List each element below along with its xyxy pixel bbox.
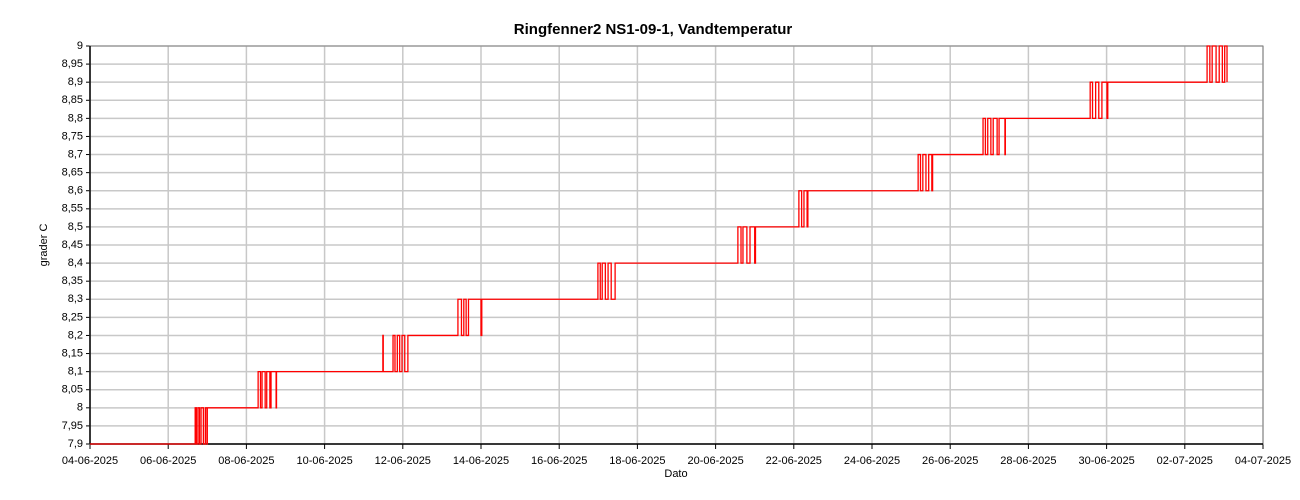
x-tick-label: 04-06-2025 <box>62 455 118 467</box>
y-tick-label: 8,05 <box>62 384 83 396</box>
y-tick-label: 8,15 <box>62 347 83 359</box>
chart-title: Ringfenner2 NS1-09-1, Vandtemperatur <box>514 21 793 38</box>
x-tick-label: 14-06-2025 <box>453 455 509 467</box>
y-tick-label: 8,9 <box>68 76 83 88</box>
y-tick-label: 8,3 <box>68 293 83 305</box>
x-tick-label: 28-06-2025 <box>1000 455 1056 467</box>
x-tick-label: 04-07-2025 <box>1235 455 1291 467</box>
y-tick-label: 8,75 <box>62 130 83 142</box>
x-tick-label: 22-06-2025 <box>766 455 822 467</box>
x-tick-label: 16-06-2025 <box>531 455 587 467</box>
y-tick-label: 8,65 <box>62 167 83 179</box>
y-tick-label: 8,95 <box>62 58 83 70</box>
x-tick-label: 12-06-2025 <box>375 455 431 467</box>
x-tick-label: 06-06-2025 <box>140 455 196 467</box>
y-tick-label: 8,85 <box>62 94 83 106</box>
y-tick-label: 8,7 <box>68 148 83 160</box>
y-tick-label: 8 <box>77 402 83 414</box>
y-tick-label: 8,6 <box>68 185 83 197</box>
y-tick-label: 8,8 <box>68 112 83 124</box>
x-tick-label: 08-06-2025 <box>218 455 274 467</box>
y-tick-label: 8,55 <box>62 203 83 215</box>
y-tick-label: 7,9 <box>68 438 83 450</box>
y-tick-label: 9 <box>77 40 83 52</box>
x-tick-label: 20-06-2025 <box>687 455 743 467</box>
data-line <box>90 45 1228 445</box>
y-tick-label: 8,45 <box>62 239 83 251</box>
x-tick-label: 26-06-2025 <box>922 455 978 467</box>
x-tick-label: 30-06-2025 <box>1078 455 1134 467</box>
x-tick-label: 10-06-2025 <box>296 455 352 467</box>
y-tick-label: 8,1 <box>68 366 83 378</box>
x-tick-label: 18-06-2025 <box>609 455 665 467</box>
y-tick-label: 8,2 <box>68 329 83 341</box>
y-tick-label: 8,25 <box>62 311 83 323</box>
y-axis-label: grader C <box>38 224 50 267</box>
x-tick-label: 24-06-2025 <box>844 455 900 467</box>
y-tick-label: 8,35 <box>62 275 83 287</box>
x-axis-label: Dato <box>664 468 687 480</box>
y-tick-label: 8,4 <box>68 257 83 269</box>
y-tick-label: 7,95 <box>62 420 83 432</box>
x-tick-label: 02-07-2025 <box>1157 455 1213 467</box>
y-tick-label: 8,5 <box>68 221 83 233</box>
